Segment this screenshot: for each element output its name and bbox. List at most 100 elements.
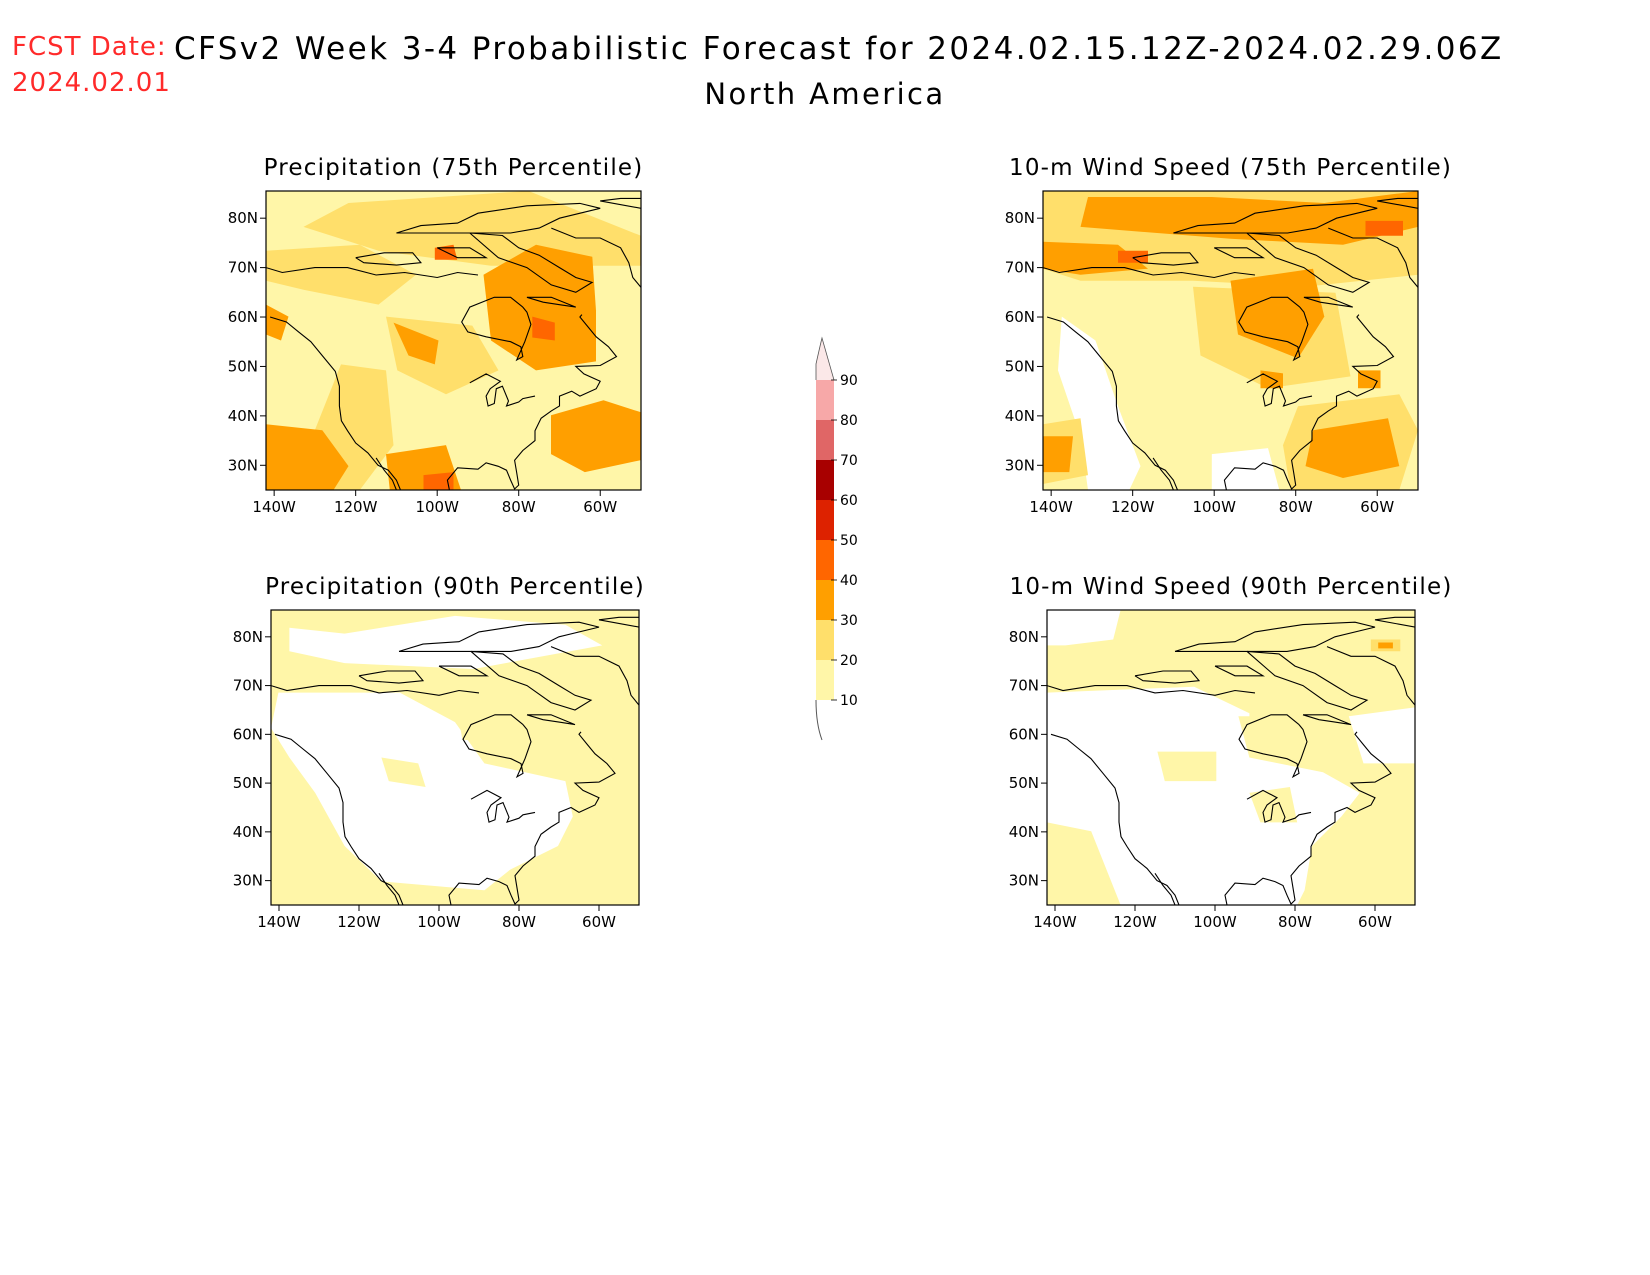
lon-tick-label: 60W [1360, 498, 1394, 516]
lat-tick-label: 50N [1009, 774, 1039, 792]
colorbar-swatch [816, 580, 834, 620]
lat-tick-label: 70N [233, 677, 263, 695]
probability-region [483, 244, 596, 371]
coastline [470, 650, 593, 711]
lon-tick-label: 80W [1279, 498, 1313, 516]
probability-region [1043, 436, 1073, 473]
coastline [396, 202, 601, 234]
coastlines [266, 197, 641, 490]
colorbar-label: 30 [840, 613, 858, 629]
map-panel-precip-75: Precipitation (75th Percentile) 140W 120W 1… [228, 155, 643, 516]
probability-region [1365, 220, 1403, 236]
coastline [378, 872, 400, 905]
colorbar-swatch [816, 620, 834, 660]
coastline [550, 616, 639, 706]
lat-tick-label: 60N [1005, 308, 1035, 326]
colorbar-bottom-tail [815, 699, 823, 741]
map-panel-precip-90: Precipitation (90th Percentile) 140W 120W 1… [233, 574, 645, 931]
coastline [1223, 314, 1395, 490]
colorbar: 90 80 70 60 50 40 30 20 10 [815, 336, 858, 741]
lat-tick-label: 80N [233, 628, 263, 646]
probability-region [1305, 418, 1400, 478]
colorbar-swatch [816, 380, 834, 420]
probability-region [266, 244, 416, 305]
coastline [1132, 252, 1199, 266]
lon-tick-label: 80W [502, 913, 536, 931]
probability-region [266, 304, 289, 341]
coastline [1238, 296, 1309, 362]
panel-title: Precipitation (90th Percentile) [265, 574, 645, 600]
lat-tick-label: 70N [1009, 677, 1039, 695]
coastlines [1043, 197, 1418, 490]
map-panel-wind-90: 10-m Wind Speed (90th Percentile) 140W 120… [1009, 574, 1453, 931]
probability-region [1157, 751, 1217, 782]
coastline [551, 197, 641, 289]
probability-field [1043, 191, 1418, 490]
probability-field [266, 191, 641, 490]
lon-tick-label: 80W [502, 498, 536, 516]
colorbar-label: 70 [840, 453, 858, 469]
coastline [398, 621, 600, 652]
panel-title: 10-m Wind Speed (90th Percentile) [1010, 574, 1453, 600]
coastline [446, 314, 618, 490]
coastline [358, 670, 425, 684]
probability-region [1047, 610, 1121, 646]
probability-region [1230, 268, 1325, 359]
coastline [355, 252, 422, 266]
coastline [526, 714, 576, 726]
lon-tick-label: 120W [334, 498, 378, 516]
coastline [1043, 267, 1256, 279]
lon-tick-label: 120W [337, 913, 381, 931]
lon-tick-label: 100W [1192, 498, 1236, 516]
lat-tick-label: 80N [1009, 628, 1039, 646]
lat-tick-label: 30N [1005, 456, 1035, 474]
coastline [1302, 714, 1352, 726]
coastline [462, 714, 532, 779]
lon-tick-label: 140W [257, 913, 301, 931]
main-title: CFSv2 Week 3-4 Probabilistic Forecast fo… [174, 31, 1504, 67]
coastline [1214, 665, 1265, 677]
lat-tick-label: 80N [228, 209, 258, 227]
colorbar-label: 60 [840, 493, 858, 509]
coastline [1213, 247, 1266, 259]
coastline [1246, 789, 1312, 823]
forecast-date-label: FCST Date: [12, 32, 167, 62]
lon-tick-label: 100W [415, 498, 459, 516]
lat-tick-label: 50N [228, 357, 258, 375]
lat-tick-label: 60N [228, 308, 258, 326]
lon-tick-label: 80W [1278, 913, 1312, 931]
coastline [375, 457, 397, 490]
coastline [1328, 197, 1418, 289]
coastline [271, 685, 480, 696]
lat-tick-label: 40N [233, 823, 263, 841]
lat-tick-label: 40N [228, 407, 258, 425]
coastline [1303, 296, 1354, 308]
lat-tick-label: 40N [1009, 823, 1039, 841]
probability-region [1043, 241, 1148, 275]
colorbar-label: 90 [840, 373, 858, 389]
panel-title: 10-m Wind Speed (75th Percentile) [1009, 155, 1452, 181]
lat-tick-label: 30N [228, 456, 258, 474]
lat-tick-label: 60N [233, 725, 263, 743]
lat-tick-label: 50N [233, 774, 263, 792]
probability-region [1058, 316, 1141, 490]
coastline [470, 789, 536, 823]
lon-tick-label: 60W [583, 498, 617, 516]
probability-region [303, 191, 641, 266]
coastline [469, 232, 594, 293]
coastline [1326, 616, 1415, 706]
coastline [438, 665, 489, 677]
probability-region [271, 692, 573, 891]
lon-tick-label: 60W [1358, 913, 1392, 931]
lon-tick-label: 100W [1193, 913, 1237, 931]
coastline [461, 296, 532, 362]
coastline [1173, 202, 1378, 234]
probability-region [1358, 370, 1381, 389]
lat-tick-label: 40N [1005, 407, 1035, 425]
coastline [1238, 714, 1308, 779]
colorbar-label: 80 [840, 413, 858, 429]
coastline [1134, 670, 1201, 684]
lon-tick-label: 60W [582, 913, 616, 931]
map-frame [1042, 190, 1419, 491]
probability-region [1047, 686, 1360, 905]
